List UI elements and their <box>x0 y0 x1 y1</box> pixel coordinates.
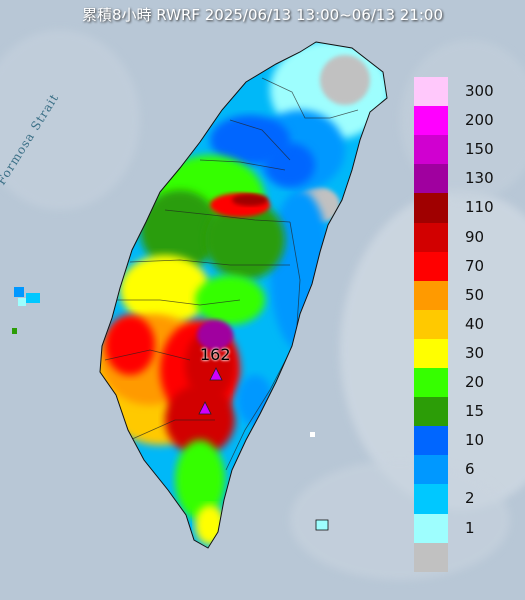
legend-label: 1 <box>465 518 475 537</box>
legend-swatch <box>414 426 448 456</box>
legend-label: 50 <box>465 285 485 304</box>
legend-label: 90 <box>465 227 485 246</box>
legend-label: 110 <box>465 198 494 217</box>
legend-swatch <box>414 164 448 194</box>
legend-label: 30 <box>465 343 485 362</box>
legend-label: 300 <box>465 82 494 100</box>
legend-label: 2 <box>465 489 475 508</box>
legend-swatch <box>414 338 448 369</box>
legend-label: 150 <box>465 140 494 159</box>
legend-label: 40 <box>465 314 485 333</box>
legend-label: 20 <box>465 373 485 391</box>
legend-swatch <box>414 484 448 514</box>
legend-swatch <box>414 135 448 165</box>
legend-swatch <box>414 397 448 427</box>
legend-swatch <box>414 309 448 340</box>
legend-swatch <box>414 222 448 253</box>
legend-swatch <box>414 280 448 311</box>
legend-label: 70 <box>465 256 485 275</box>
legend-label: 200 <box>465 111 494 130</box>
legend-swatch <box>414 251 448 282</box>
legend-label: 6 <box>465 460 475 479</box>
max-rainfall-value: 162 <box>200 345 231 364</box>
legend-label: 10 <box>465 431 485 450</box>
legend-swatch <box>414 77 448 107</box>
legend-swatch <box>414 368 448 398</box>
map-title: 累積8小時 RWRF 2025/06/13 13:00~06/13 21:00 <box>81 6 444 24</box>
legend-label: 130 <box>465 169 494 188</box>
legend-swatch <box>414 455 448 485</box>
legend-swatch <box>414 193 448 223</box>
legend-swatch <box>414 513 448 544</box>
legend-swatch <box>414 106 448 136</box>
legend-label: 15 <box>465 402 485 421</box>
legend-swatch <box>414 542 448 573</box>
